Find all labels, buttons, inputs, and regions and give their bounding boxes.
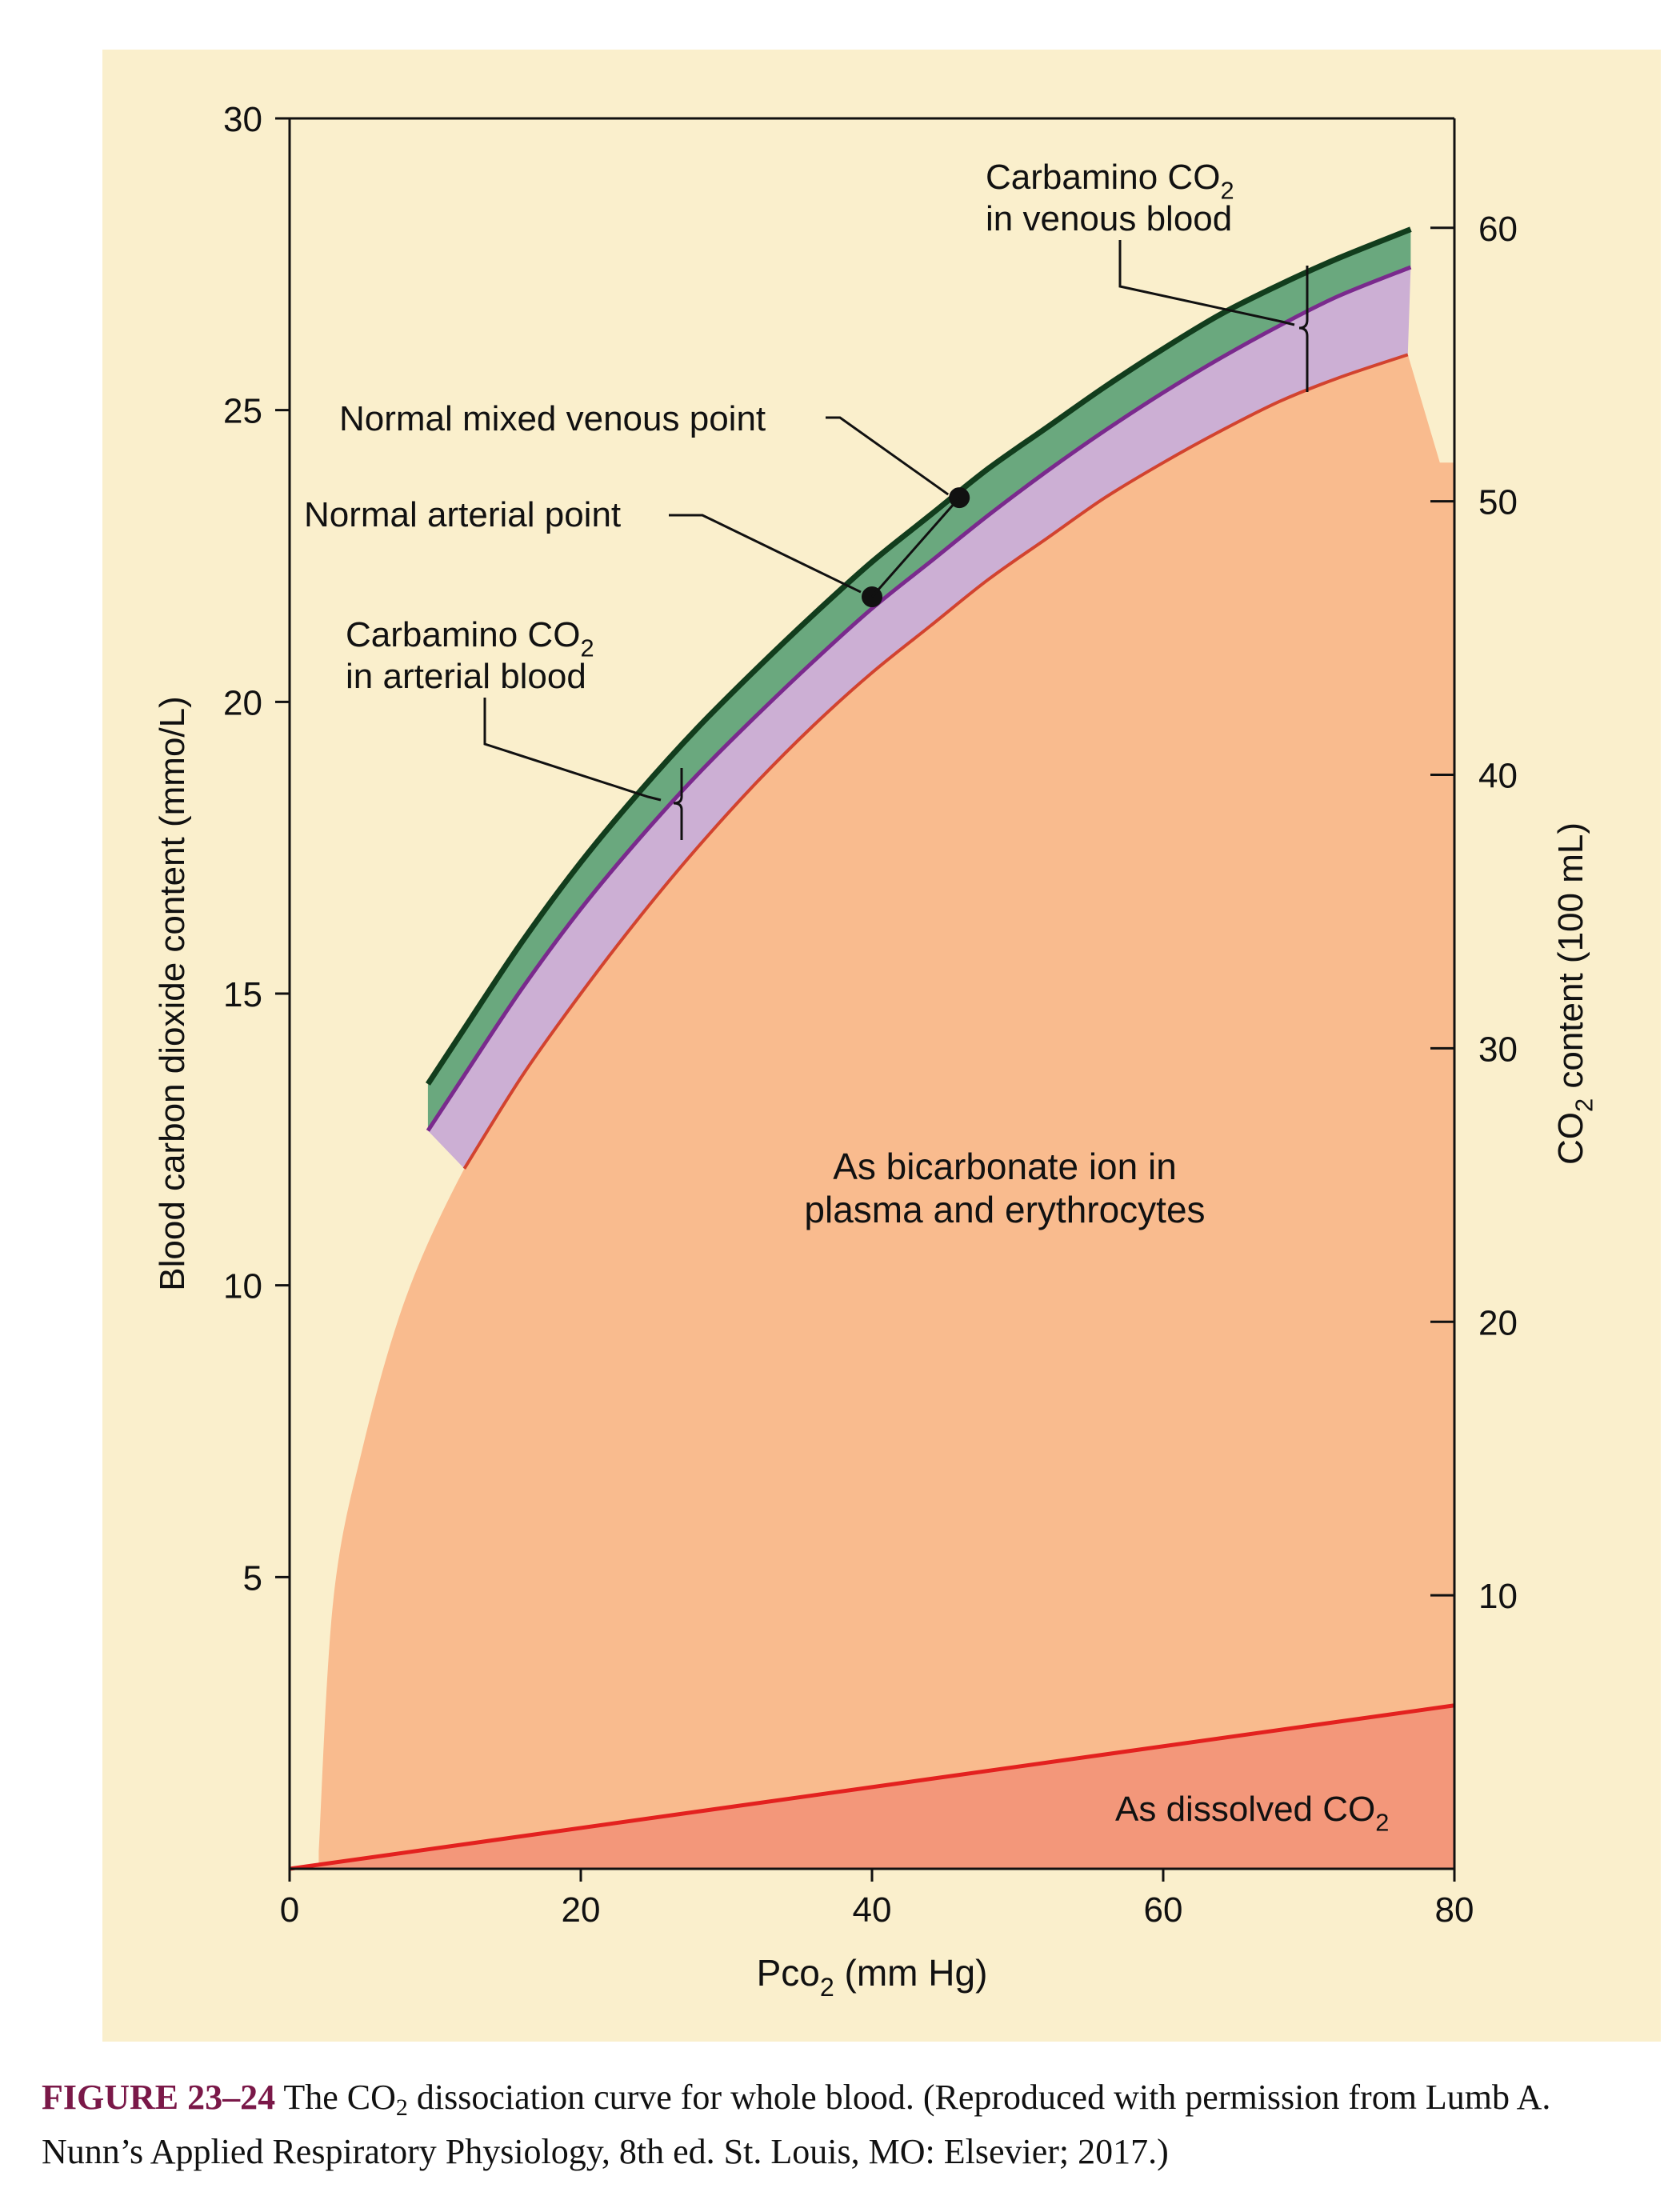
- mixed-venous-label: Normal mixed venous point: [339, 399, 766, 438]
- y-right-axis-label: CO2 content (100 mL): [1551, 822, 1598, 1165]
- caption-text-after: dissociation curve for whole blood. (Rep…: [42, 2078, 1551, 2171]
- mixed-venous-leader: [826, 416, 950, 496]
- venous-line: [425, 226, 1412, 1086]
- figure-label: FIGURE 23–24: [42, 2078, 276, 2117]
- y-right-tick-label: 20: [1478, 1303, 1518, 1342]
- y-right-tick-label: 10: [1478, 1577, 1518, 1616]
- x-tick-label: 0: [280, 1890, 299, 1930]
- x-tick-label: 40: [853, 1890, 892, 1930]
- x-axis-label: Pco2 (mm Hg): [757, 1952, 988, 2002]
- bicarbonate-label-line1: As bicarbonate ion in: [833, 1146, 1177, 1187]
- y-right-tick-label: 40: [1478, 757, 1518, 796]
- y-left-tick-label: 25: [223, 392, 262, 431]
- carbamino-arterial-leader: [483, 698, 662, 802]
- chart-annotations: Normal mixed venous point Normal arterial…: [304, 158, 1389, 1836]
- arterial-carbamino-band: [427, 267, 1411, 1169]
- carbamino-venous-label-line1: Carbamino CO2: [986, 158, 1234, 204]
- point-connector-line: [870, 497, 961, 598]
- dissolved-line: [289, 1703, 1455, 1871]
- y-left-tick-label: 30: [223, 100, 262, 139]
- carbamino-venous-label-line2: in venous blood: [986, 199, 1232, 238]
- figure-caption: FIGURE 23–24 The CO2 dissociation curve …: [42, 2070, 1650, 2179]
- y-right-tick-label: 50: [1478, 483, 1518, 522]
- bicarbonate-edge-line: [462, 353, 1409, 1170]
- y-left-tick-label: 15: [223, 975, 262, 1014]
- bicarbonate-label-line2: plasma and erythrocytes: [804, 1189, 1205, 1230]
- y-left-tick-label: 10: [223, 1267, 262, 1306]
- dissolved-label: As dissolved CO2: [1115, 1790, 1389, 1836]
- carbamino-arterial-label-line1: Carbamino CO2: [346, 615, 594, 662]
- arterial-point-label: Normal arterial point: [304, 495, 621, 534]
- y-right-tick-label: 30: [1478, 1030, 1518, 1069]
- caption-text-before: The CO: [275, 2078, 396, 2117]
- x-tick-label: 20: [562, 1890, 601, 1930]
- y-left-tick-label: 20: [223, 683, 262, 722]
- x-tick-label: 80: [1435, 1890, 1474, 1930]
- y-left-axis-label: Blood carbon dioxide content (mmo/L): [153, 696, 192, 1291]
- y-left-tick-label: 5: [243, 1558, 262, 1598]
- carbamino-arterial-brace: [673, 768, 683, 840]
- caption-subscript: 2: [395, 2094, 408, 2121]
- carbamino-venous-brace: [1298, 266, 1309, 392]
- chart-areas: [289, 226, 1455, 1871]
- bicarbonate-area: [318, 354, 1454, 1869]
- carbamino-arterial-label-line2: in arterial blood: [346, 657, 586, 696]
- arterial-point-leader: [669, 514, 862, 594]
- y-right-tick-label: 60: [1478, 210, 1518, 249]
- chart-axes: 0 20 40 60 80 5 10 15 20 25 30 10 20 30 40 50 60 Pco2 (mm…: [153, 100, 1598, 2002]
- carbamino-venous-leader: [1118, 240, 1295, 326]
- x-tick-label: 60: [1144, 1890, 1183, 1930]
